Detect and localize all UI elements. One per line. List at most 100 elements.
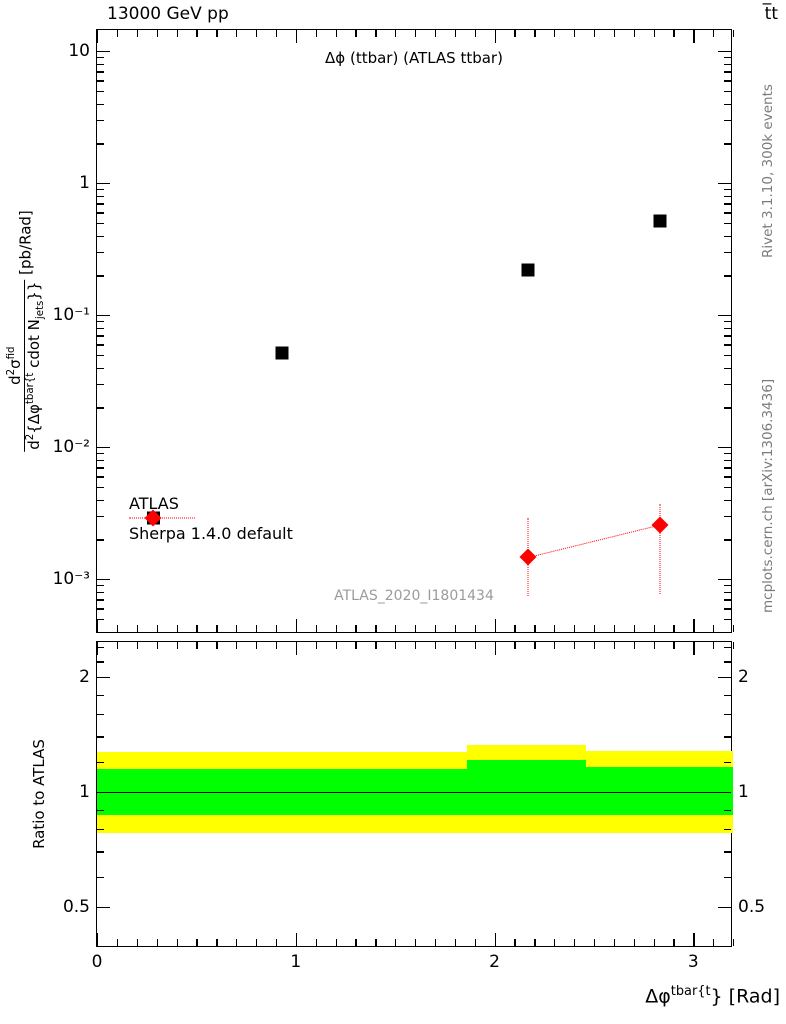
xtick xyxy=(315,642,317,649)
xtick xyxy=(335,625,337,632)
xtick xyxy=(196,625,198,632)
ytick-minor xyxy=(97,212,104,214)
xtick xyxy=(593,939,596,946)
ytick-minor xyxy=(97,103,104,105)
ytick-minor xyxy=(724,599,731,601)
xtick xyxy=(494,30,496,43)
xtick xyxy=(415,939,417,946)
xtick xyxy=(236,939,238,946)
ytick-minor xyxy=(724,327,731,330)
xtick xyxy=(156,30,158,37)
xtick xyxy=(196,939,198,946)
xtick xyxy=(514,939,516,946)
xtick xyxy=(216,642,218,649)
ytick-label: 10 xyxy=(68,41,90,61)
ytick-minor xyxy=(97,736,104,738)
ytick-minor xyxy=(97,694,104,696)
ytick-minor xyxy=(724,367,731,369)
xtick xyxy=(295,642,298,655)
ytick-label: 0.5 xyxy=(62,897,90,917)
ttbar-symbol: t̅t xyxy=(764,4,778,24)
xtick xyxy=(673,939,675,946)
legend-label: ATLAS xyxy=(129,493,179,513)
xtick xyxy=(256,939,258,946)
ytick-minor xyxy=(724,189,731,191)
xtick xyxy=(156,642,158,649)
xtick xyxy=(116,939,119,946)
xtick xyxy=(613,625,616,632)
xtick xyxy=(275,642,278,649)
xtick xyxy=(494,619,496,632)
xtick xyxy=(454,939,457,946)
ytick-major xyxy=(718,792,731,794)
ytick-minor xyxy=(724,71,731,73)
ytick-minor xyxy=(97,71,104,73)
xtick xyxy=(613,642,616,649)
xtick xyxy=(335,939,337,946)
ytick-minor xyxy=(724,499,731,501)
legend: ATLAS Sherpa 1.4.0 default xyxy=(129,488,293,548)
xtick xyxy=(613,30,616,37)
xtick xyxy=(136,625,139,632)
ytick-minor xyxy=(97,367,104,369)
xtick xyxy=(395,625,397,632)
xtick xyxy=(474,30,476,37)
ytick-minor xyxy=(97,476,104,478)
xtick xyxy=(97,619,99,632)
ytick-minor xyxy=(97,327,104,330)
xtick xyxy=(653,30,655,37)
xtick xyxy=(176,939,178,946)
xtick xyxy=(395,642,397,649)
ytick-minor xyxy=(724,103,731,105)
xtick xyxy=(474,939,476,946)
error-bar-sherpa xyxy=(659,504,660,594)
dotted-line-icon xyxy=(129,517,195,519)
ytick-minor xyxy=(724,694,731,696)
ytick-minor xyxy=(97,120,104,122)
xtick xyxy=(136,642,139,649)
xtick xyxy=(574,625,576,632)
xtick xyxy=(593,30,596,37)
legend-label: Sherpa 1.4.0 default xyxy=(129,523,293,543)
xtick xyxy=(673,625,675,632)
ytick-minor xyxy=(97,407,104,409)
data-point-atlas xyxy=(275,346,289,359)
ytick-minor xyxy=(97,189,104,191)
xtick xyxy=(415,30,417,37)
ytick-label-right: 0.5 xyxy=(738,897,766,917)
xtick xyxy=(434,939,437,946)
ytick-label: 10⁻² xyxy=(52,437,90,457)
main-ylabel: d2σfid d2{Δφtbar{t cdot Njets}} [pb/Rad] xyxy=(6,210,47,452)
xtick xyxy=(673,30,675,37)
ytick-minor xyxy=(97,585,104,587)
xtick xyxy=(733,642,735,649)
ytick-minor xyxy=(724,344,731,346)
xtick xyxy=(116,625,119,632)
series-line-sherpa xyxy=(528,524,660,558)
xtick xyxy=(156,625,158,632)
ytick-minor xyxy=(97,631,104,633)
ytick-minor xyxy=(724,646,731,649)
ytick-minor xyxy=(97,486,104,489)
xtick xyxy=(315,625,317,632)
ytick-minor xyxy=(724,335,731,337)
xtick xyxy=(434,625,437,632)
ytick-major xyxy=(97,579,110,581)
xtick xyxy=(256,642,258,649)
ytick-minor xyxy=(724,761,731,764)
xtick xyxy=(97,933,99,946)
ytick-minor xyxy=(724,585,731,587)
xtick xyxy=(454,30,457,37)
ytick-minor xyxy=(97,646,104,649)
legend-entry-sherpa: Sherpa 1.4.0 default xyxy=(129,509,293,548)
xtick xyxy=(633,30,635,37)
xtick-label: 1 xyxy=(290,952,302,972)
ytick-major xyxy=(97,315,110,317)
ytick-major xyxy=(718,579,731,581)
ytick-minor xyxy=(97,539,104,541)
xtick xyxy=(216,625,218,632)
xtick xyxy=(554,625,556,632)
ytick-minor xyxy=(97,354,104,357)
xtick xyxy=(295,30,298,43)
ytick-label: 2 xyxy=(79,667,90,687)
